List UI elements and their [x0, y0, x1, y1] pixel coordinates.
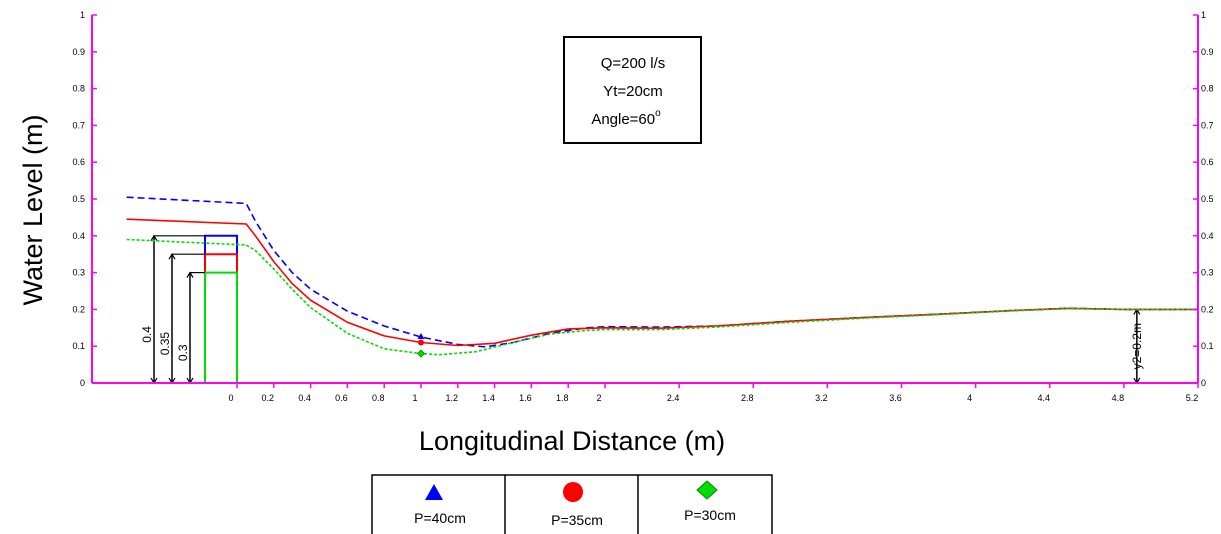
y-tick-label-left: 0.9 — [72, 47, 85, 57]
weir-dimension-arrow — [150, 234, 158, 242]
x-tick-label: 0.6 — [335, 393, 348, 403]
x-tick-label: 0.4 — [298, 393, 311, 403]
x-tick-label: 4.8 — [1112, 393, 1125, 403]
y-tick-label-left: 1 — [80, 10, 85, 20]
annotation-line-1: Q=200 l/s — [601, 55, 666, 72]
x-tick-label: 3.6 — [889, 393, 902, 403]
y-tick-label-right: 0.4 — [1201, 231, 1214, 241]
data-point-diamond — [416, 349, 426, 358]
tailwater-label: y2=0.2m — [1130, 323, 1144, 369]
y-axis-title: Water Level (m) — [18, 114, 48, 305]
x-tick-label: 0.8 — [372, 393, 385, 403]
y-tick-label-right: 0.6 — [1201, 157, 1214, 167]
x-tick-label: 2.4 — [667, 393, 680, 403]
weir-height-label: 0.4 — [140, 326, 154, 343]
annotation-frame — [563, 36, 702, 144]
annotation-degree: o — [655, 108, 661, 119]
x-tick-label: 3.2 — [815, 393, 828, 403]
y-tick-label-right: 0.2 — [1201, 304, 1214, 314]
y-tick-label-right: 1 — [1201, 10, 1206, 20]
legend: P=40cm P=35cm P=30cm — [371, 474, 773, 534]
y-tick-label-right: 0 — [1201, 378, 1206, 388]
x-tick-label: 2 — [596, 393, 601, 403]
x-tick-label: 4.4 — [1037, 393, 1050, 403]
y-tick-label-left: 0.6 — [72, 157, 85, 167]
x-tick-label: 1 — [412, 393, 417, 403]
annotation-angle: Angle=60 — [591, 111, 655, 128]
annotation-box: Q=200 l/s Yt=20cm Angle=60o — [563, 36, 702, 144]
x-tick-label: 0 — [228, 393, 233, 403]
data-point-triangle — [417, 333, 425, 339]
x-tick-label: 2.8 — [741, 393, 754, 403]
legend-label-p35: P=35cm — [551, 512, 603, 528]
y-tick-label-right: 0.3 — [1201, 268, 1214, 278]
y-tick-label-right: 0.5 — [1201, 194, 1214, 204]
x-tick-label: 0.2 — [262, 393, 275, 403]
series-line — [126, 238, 1198, 356]
y-tick-label-right: 0.7 — [1201, 120, 1214, 130]
data-point-circle — [418, 339, 424, 346]
y-tick-label-left: 0.2 — [72, 304, 85, 314]
legend-triangle-marker — [425, 484, 443, 500]
y-tick-label-left: 0.5 — [72, 194, 85, 204]
y-tick-label-left: 0.7 — [72, 120, 85, 130]
annotation-line-2: Yt=20cm — [603, 83, 663, 100]
x-tick-label: 1.2 — [446, 393, 459, 403]
y-tick-label-left: 0 — [80, 378, 85, 388]
weir-outline — [204, 271, 238, 383]
legend-label-p30: P=30cm — [684, 507, 736, 523]
annotation-line-3: Angle=60o — [591, 108, 661, 128]
legend-circle-marker — [563, 482, 583, 502]
x-tick-label: 5.2 — [1186, 393, 1199, 403]
y-tick-label-right: 0.8 — [1201, 84, 1214, 94]
weir-height-label: 0.35 — [158, 332, 172, 356]
y-tick-label-left: 0.4 — [72, 231, 85, 241]
x-tick-label: 4 — [967, 393, 972, 403]
y-tick-label-right: 0.1 — [1201, 341, 1214, 351]
y-tick-label-left: 0.3 — [72, 268, 85, 278]
weir-dimension-arrow — [186, 271, 194, 278]
x-tick-label: 1.8 — [556, 393, 569, 403]
y-tick-label-right: 0.9 — [1201, 47, 1214, 57]
x-tick-label: 1.6 — [519, 393, 532, 403]
weir-outline — [204, 234, 238, 383]
y-tick-label-left: 0.1 — [72, 341, 85, 351]
series-line — [126, 218, 1198, 347]
legend-diamond-marker — [696, 480, 718, 500]
x-tick-label: 1.4 — [482, 393, 495, 403]
series-line — [126, 196, 1198, 348]
y-tick-label-left: 0.8 — [72, 84, 85, 94]
legend-label-p40: P=40cm — [414, 510, 466, 526]
weir-dimension-arrow — [168, 253, 176, 260]
weir-height-label: 0.3 — [176, 344, 190, 361]
x-axis-title: Longitudinal Distance (m) — [419, 426, 725, 456]
